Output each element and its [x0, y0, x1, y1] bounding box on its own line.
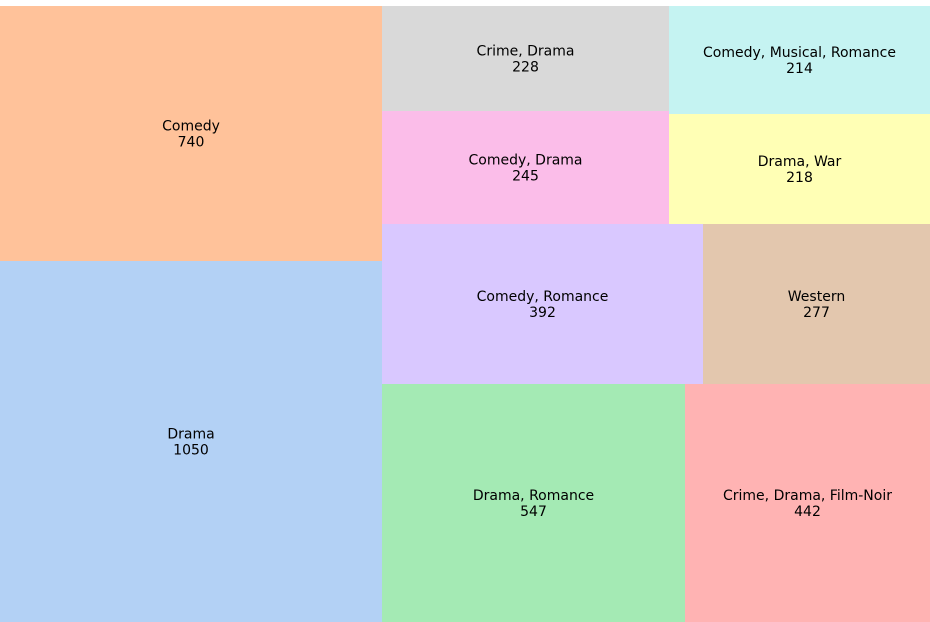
treemap-value: 392 [529, 305, 556, 321]
treemap-rect [382, 224, 703, 384]
treemap-label: Comedy, Musical, Romance [703, 45, 896, 61]
treemap-rect [382, 384, 685, 622]
treemap-rect [0, 261, 382, 622]
treemap-value: 277 [803, 305, 830, 321]
treemap-value: 740 [178, 135, 205, 151]
treemap-rect [685, 384, 930, 622]
treemap-rect [703, 224, 930, 384]
treemap-label: Drama, Romance [473, 488, 594, 504]
treemap-value: 218 [786, 170, 813, 186]
treemap-rect [669, 114, 930, 224]
treemap-value: 547 [520, 504, 547, 520]
treemap-rect [669, 6, 930, 114]
treemap-label: Crime, Drama [477, 44, 575, 60]
treemap-value: 245 [512, 169, 539, 185]
treemap-label: Comedy, Romance [477, 289, 609, 305]
treemap-label: Drama [167, 427, 214, 443]
treemap-value: 442 [794, 504, 821, 520]
treemap-label: Western [788, 289, 845, 305]
treemap-label: Comedy [162, 119, 220, 135]
treemap-label: Comedy, Drama [469, 153, 583, 169]
treemap-rect [382, 111, 669, 224]
treemap-rect [382, 6, 669, 111]
treemap-value: 228 [512, 60, 539, 76]
treemap-value: 1050 [173, 443, 209, 459]
treemap-rect [0, 6, 382, 261]
treemap-label: Drama, War [758, 154, 842, 170]
treemap-value: 214 [786, 61, 813, 77]
treemap-label: Crime, Drama, Film-Noir [723, 488, 892, 504]
